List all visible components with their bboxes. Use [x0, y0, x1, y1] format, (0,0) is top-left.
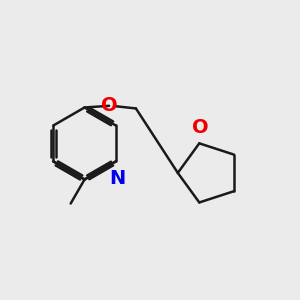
Text: O: O: [101, 96, 117, 115]
Text: N: N: [109, 169, 125, 188]
Text: O: O: [192, 118, 208, 137]
